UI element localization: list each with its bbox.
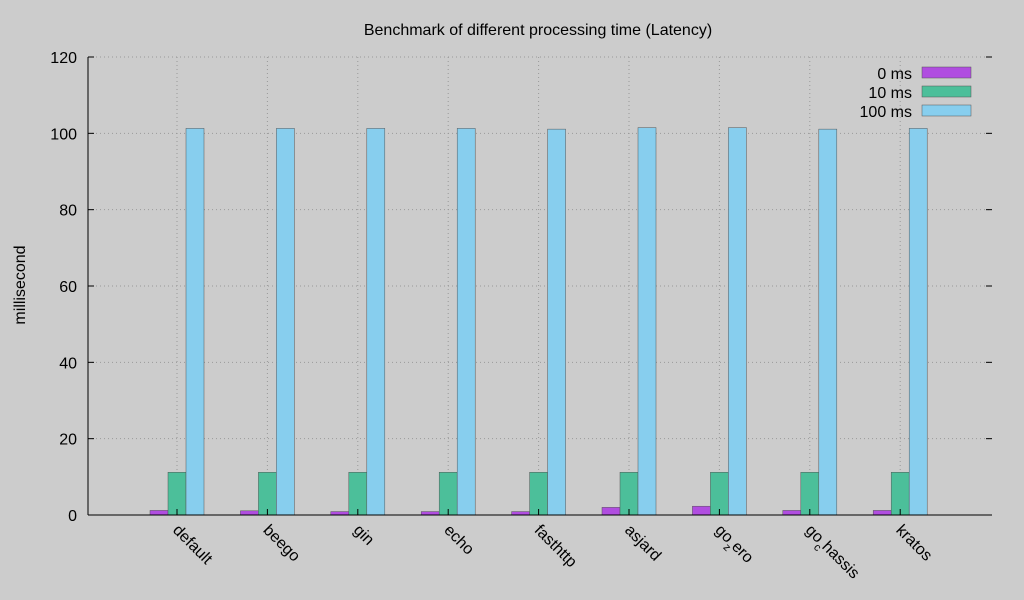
x-tick-label-asjard: asjard: [621, 522, 664, 565]
x-tick-label-gin: gin: [350, 522, 377, 549]
legend-swatch: [921, 66, 972, 79]
y-axis-label: millisecond: [12, 245, 29, 324]
y-tick-label: 0: [68, 508, 77, 525]
x-tick-label-go_chassis: gochassis: [798, 522, 862, 586]
legend: 0 ms 10 ms 100 ms: [860, 66, 972, 121]
bar-100ms-go_chassis: [818, 128, 838, 516]
bar-100ms-default: [185, 128, 205, 516]
y-tick-label: 80: [59, 203, 77, 220]
bar-100ms-fasthttp: [547, 128, 566, 516]
x-tick-labels: default beego gin echo fasthttp asjard gozerog…: [169, 522, 935, 586]
y-tick-label: 40: [59, 355, 77, 372]
legend-label: 100 ms: [860, 104, 912, 121]
chart-title: Benchmark of different processing time (…: [364, 22, 712, 39]
bar-10ms-echo: [438, 472, 458, 516]
y-tick-label: 120: [50, 50, 77, 67]
bar-100ms-echo: [456, 128, 476, 516]
x-tick-label-beego: beego: [260, 522, 304, 566]
bar-100ms-asjard: [637, 127, 657, 516]
bar-10ms-asjard: [619, 472, 639, 516]
y-tick-label: 60: [59, 279, 77, 296]
bar-10ms-default: [167, 472, 187, 516]
bar-100ms-beego: [276, 128, 295, 516]
bar-0ms-echo: [420, 511, 440, 516]
y-tick-label: 100: [50, 126, 77, 143]
bar-10ms-go_chassis: [800, 472, 820, 516]
y-tick-label: 20: [59, 432, 77, 449]
bar-0ms-asjard: [601, 507, 621, 516]
bar-100ms-gin: [366, 128, 386, 516]
legend-swatch: [921, 104, 972, 117]
legend-swatch: [921, 85, 972, 98]
x-tick-label-go_zero: gozero: [708, 522, 756, 570]
bar-0ms-fasthttp: [511, 511, 530, 516]
bar-0ms-beego: [240, 510, 259, 516]
bar-10ms-kratos: [890, 472, 910, 516]
x-tick-label-default: default: [169, 522, 215, 568]
bar-0ms-go_zero: [692, 505, 711, 516]
x-tick-label-echo: echo: [440, 522, 477, 559]
grid-lines: [88, 56, 992, 515]
bars: [149, 127, 928, 516]
bar-10ms-beego: [258, 472, 277, 516]
bar-10ms-gin: [348, 472, 368, 516]
bar-0ms-kratos: [872, 510, 892, 516]
legend-label: 10 ms: [868, 85, 912, 102]
bar-0ms-go_chassis: [782, 510, 802, 516]
y-ticks: 0 20 40 60 80 100 120: [50, 50, 992, 525]
bar-10ms-go_zero: [710, 472, 729, 516]
bar-100ms-kratos: [908, 128, 928, 516]
bar-0ms-gin: [330, 511, 350, 516]
x-tick-label-kratos: kratos: [892, 522, 935, 565]
bar-0ms-default: [149, 510, 169, 516]
bar-10ms-fasthttp: [529, 472, 548, 516]
bar-100ms-go_zero: [728, 127, 747, 516]
x-tick-label-fasthttp: fasthttp: [531, 522, 580, 571]
legend-label: 0 ms: [877, 66, 912, 83]
